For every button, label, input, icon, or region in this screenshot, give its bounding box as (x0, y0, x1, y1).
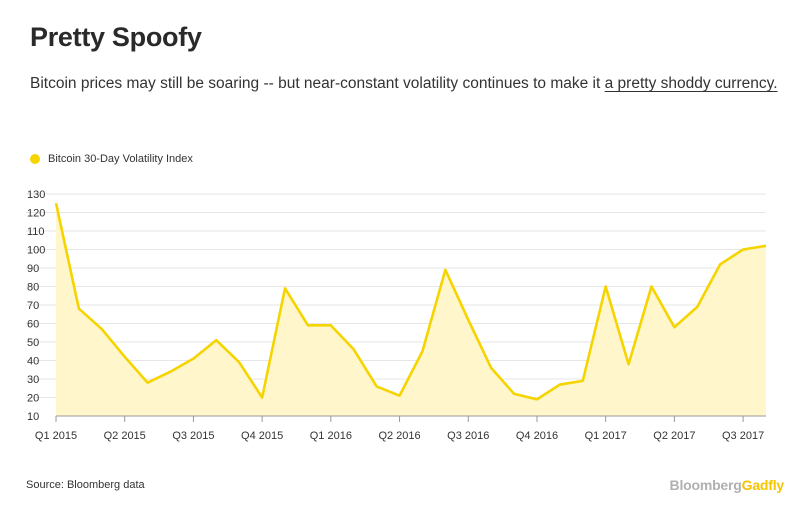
y-tick-label: 20 (27, 393, 39, 405)
x-tick-label: Q4 2015 (241, 430, 283, 442)
x-tick-label: Q4 2016 (516, 430, 558, 442)
series-area (56, 203, 766, 416)
x-axis-labels: Q1 2015 Q2 2015 Q3 2015 Q4 2015 Q1 2016 Q2 20… (35, 430, 764, 442)
x-tick-label: Q1 2016 (310, 430, 352, 442)
brand-main: Bloomberg (669, 477, 742, 493)
chart-title: Pretty Spoofy (30, 22, 202, 52)
series-line (54, 202, 767, 401)
legend-swatch (30, 154, 40, 164)
x-tick-label: Q1 2015 (35, 430, 77, 442)
chart-legend: Bitcoin 30-Day Volatility Index (30, 153, 193, 165)
y-tick-label: 130 (27, 189, 45, 201)
x-tick-label: Q2 2015 (104, 430, 146, 442)
x-tick-label: Q3 2017 (722, 430, 764, 442)
source-note: Source: Bloomberg data (26, 479, 145, 491)
x-tick-label: Q3 2015 (172, 430, 214, 442)
y-axis: 10 20 30 40 50 60 70 80 90 100 110 120 130 (27, 189, 45, 423)
y-tick-label: 80 (27, 282, 39, 294)
y-tick-label: 110 (27, 226, 45, 238)
y-tick-label: 70 (27, 300, 39, 312)
area-layer (54, 202, 767, 416)
x-tick-label: Q3 2016 (447, 430, 489, 442)
y-tick-label: 10 (27, 411, 39, 423)
subtitle-link[interactable]: a pretty shoddy currency. (604, 75, 778, 92)
y-tick-label: 60 (27, 319, 39, 331)
x-axis (55, 415, 766, 422)
chart-subtitle: Bitcoin prices may still be soaring -- b… (30, 70, 790, 97)
y-tick-label: 90 (27, 263, 39, 275)
legend-label: Bitcoin 30-Day Volatility Index (48, 153, 193, 165)
brand-accent: Gadfly (741, 477, 785, 493)
x-tick-label: Q2 2017 (653, 430, 695, 442)
x-tick-label: Q2 2016 (378, 430, 420, 442)
y-tick-label: 40 (27, 356, 39, 368)
brand-logo: BloombergGadfly (669, 477, 785, 493)
subtitle-text: Bitcoin prices may still be soaring -- b… (30, 75, 605, 92)
y-tick-label: 50 (27, 337, 39, 349)
y-tick-label: 120 (27, 208, 45, 220)
x-tick-label: Q1 2017 (585, 430, 627, 442)
y-tick-label: 100 (27, 245, 45, 257)
y-tick-label: 30 (27, 374, 39, 386)
